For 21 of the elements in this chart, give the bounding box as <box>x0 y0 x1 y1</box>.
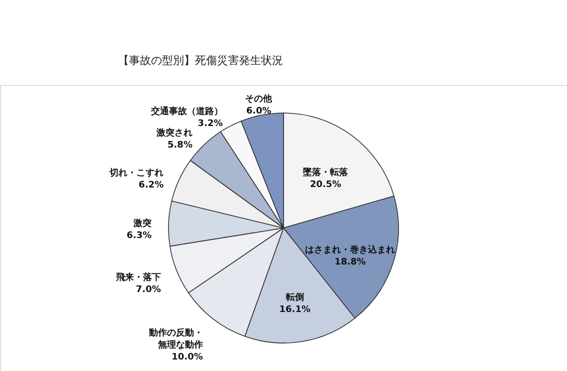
chart-title: 【事故の型別】死傷災害発生状況 <box>118 54 283 67</box>
data-label: 18.8% <box>334 257 366 268</box>
data-label: 6.0% <box>246 106 272 116</box>
slice-label: その他 <box>245 93 274 104</box>
slice-label: 墜落・転落 <box>302 167 350 178</box>
slice-label: はさまれ・巻き込まれ <box>305 244 396 256</box>
slice-label: 飛来・落下 <box>114 272 161 283</box>
slice-label: 激突され <box>155 127 192 138</box>
data-label: 7.0% <box>136 284 161 295</box>
data-label: 6.2% <box>138 180 164 191</box>
slice-label: 交通事故（道路） <box>150 106 223 117</box>
slice-label: 激突 <box>132 218 152 229</box>
slice-label: 動作の反動・無理な動作 <box>148 328 203 350</box>
data-label: 20.5% <box>310 180 342 190</box>
data-label: 3.2% <box>198 118 223 129</box>
data-label: 6.3% <box>126 230 152 241</box>
slice-label: 切れ・こすれ <box>108 168 164 179</box>
data-label: 10.0% <box>172 352 203 362</box>
data-label: 5.8% <box>167 140 192 150</box>
data-label: 16.1% <box>279 305 311 316</box>
slice-label: 転倒 <box>284 292 304 304</box>
